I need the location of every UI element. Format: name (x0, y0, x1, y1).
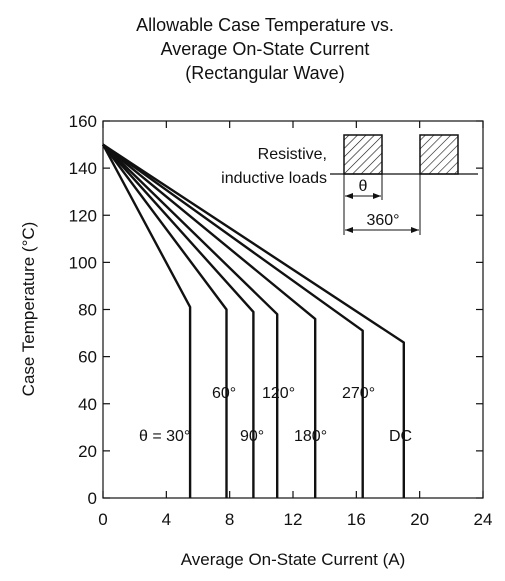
theta-arrowhead-left (345, 193, 353, 199)
chart-title-line-2: Average On-State Current (161, 39, 370, 59)
theta-arrowhead-right (373, 193, 381, 199)
y-tick-label: 40 (78, 395, 97, 414)
chart-title-line-1: Allowable Case Temperature vs. (136, 15, 394, 35)
y-tick-label: 100 (69, 253, 97, 272)
x-tick-label: 24 (474, 510, 493, 529)
series-label-180: 180° (294, 428, 327, 445)
series-label-120: 120° (262, 385, 295, 402)
series-lines (101, 143, 405, 498)
series-line-0 (101, 144, 192, 498)
series-label-dc: DC (389, 428, 412, 445)
chart-title-line-3: (Rectangular Wave) (185, 63, 344, 83)
x-tick-label: 8 (225, 510, 234, 529)
series-label-270: 270° (342, 385, 375, 402)
period-label: 360° (366, 212, 399, 229)
waveform-pulse-2 (419, 134, 459, 175)
x-axis-label: Average On-State Current (A) (181, 550, 406, 569)
y-tick-label: 60 (78, 348, 97, 367)
x-tick-label: 12 (284, 510, 303, 529)
y-tick-label: 140 (69, 159, 97, 178)
period-arrowhead-left (345, 227, 353, 233)
x-axis: 0 4 8 12 16 20 24 (98, 121, 492, 529)
series-label-90: 90° (240, 428, 264, 445)
waveform-inset: Resistive, inductive loads θ 360° (221, 134, 478, 235)
series-line-2 (102, 143, 255, 498)
x-tick-label: 0 (98, 510, 107, 529)
series-label-60: 60° (212, 385, 236, 402)
x-tick-label: 16 (347, 510, 366, 529)
theta-label: θ (359, 178, 368, 195)
series-line-5 (102, 143, 364, 498)
series-line-3 (102, 143, 279, 498)
series-label-theta-30: θ = 30° (139, 428, 190, 445)
inset-load-label-line-2: inductive loads (221, 170, 327, 187)
x-tick-label: 20 (410, 510, 429, 529)
y-tick-label: 20 (78, 442, 97, 461)
period-arrowhead-right (411, 227, 419, 233)
y-tick-label: 0 (88, 489, 97, 508)
y-tick-label: 120 (69, 206, 97, 225)
series-line-4 (102, 143, 317, 498)
waveform-pulse-1 (343, 134, 383, 175)
series-line-1 (102, 143, 228, 498)
y-tick-label: 160 (69, 112, 97, 131)
x-tick-label: 4 (162, 510, 171, 529)
series-line-6 (102, 143, 405, 498)
y-tick-label: 80 (78, 301, 97, 320)
y-axis-label: Case Temperature (°C) (19, 222, 38, 397)
inset-load-label-line-1: Resistive, (258, 146, 327, 163)
y-axis: 0 20 40 60 80 100 120 140 160 (69, 112, 483, 508)
